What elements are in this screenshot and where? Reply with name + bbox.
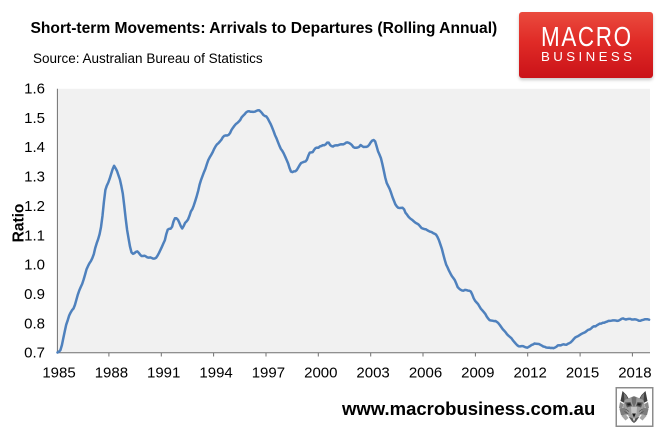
svg-text:2009: 2009 bbox=[461, 365, 494, 382]
svg-text:1.6: 1.6 bbox=[24, 81, 45, 98]
svg-text:2012: 2012 bbox=[514, 365, 547, 382]
svg-text:2015: 2015 bbox=[566, 365, 599, 382]
svg-text:1991: 1991 bbox=[147, 365, 180, 382]
svg-text:0.7: 0.7 bbox=[24, 345, 45, 362]
svg-text:1.1: 1.1 bbox=[24, 227, 45, 244]
svg-text:1988: 1988 bbox=[95, 365, 128, 382]
svg-text:1994: 1994 bbox=[199, 365, 232, 382]
svg-text:1.5: 1.5 bbox=[24, 110, 45, 127]
svg-text:2018: 2018 bbox=[618, 365, 651, 382]
svg-text:0.8: 0.8 bbox=[24, 315, 45, 332]
svg-text:1.0: 1.0 bbox=[24, 257, 45, 274]
svg-text:0.9: 0.9 bbox=[24, 286, 45, 303]
svg-text:1997: 1997 bbox=[252, 365, 285, 382]
svg-text:1.3: 1.3 bbox=[24, 169, 45, 186]
svg-text:1.2: 1.2 bbox=[24, 198, 45, 215]
svg-text:2006: 2006 bbox=[409, 365, 442, 382]
svg-text:1.4: 1.4 bbox=[24, 139, 45, 156]
svg-text:2000: 2000 bbox=[304, 365, 337, 382]
svg-text:Ratio: Ratio bbox=[11, 204, 28, 243]
svg-text:2003: 2003 bbox=[356, 365, 389, 382]
svg-text:1985: 1985 bbox=[42, 365, 75, 382]
